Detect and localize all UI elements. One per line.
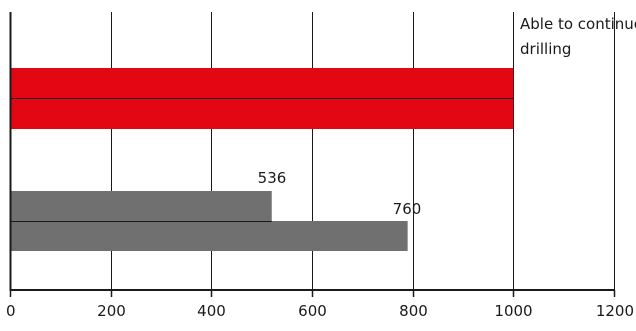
x-tick-label-0: 0 <box>6 302 16 320</box>
labels: Able to continue drilling 536 760 <box>258 15 636 218</box>
annotation-text: Able to continue drilling <box>520 15 636 58</box>
x-tick-label-800: 800 <box>399 302 428 320</box>
bar-3-value-label: 760 <box>393 200 422 218</box>
x-tick-label-200: 200 <box>97 302 126 320</box>
x-tick-label-400: 400 <box>197 302 226 320</box>
annotation-line-1: Able to continue <box>520 15 636 33</box>
bar-2-value-label: 536 <box>258 169 287 187</box>
x-tick-label-600: 600 <box>298 302 327 320</box>
x-tick-label-1000: 1000 <box>494 302 532 320</box>
bar-2 <box>10 191 272 221</box>
x-tick-label-1200: 1200 <box>596 302 634 320</box>
axes: 0 200 400 600 800 1000 1200 <box>6 12 634 320</box>
bar-3 <box>10 221 408 251</box>
annotation-line-2: drilling <box>520 40 571 58</box>
bars <box>10 68 514 251</box>
